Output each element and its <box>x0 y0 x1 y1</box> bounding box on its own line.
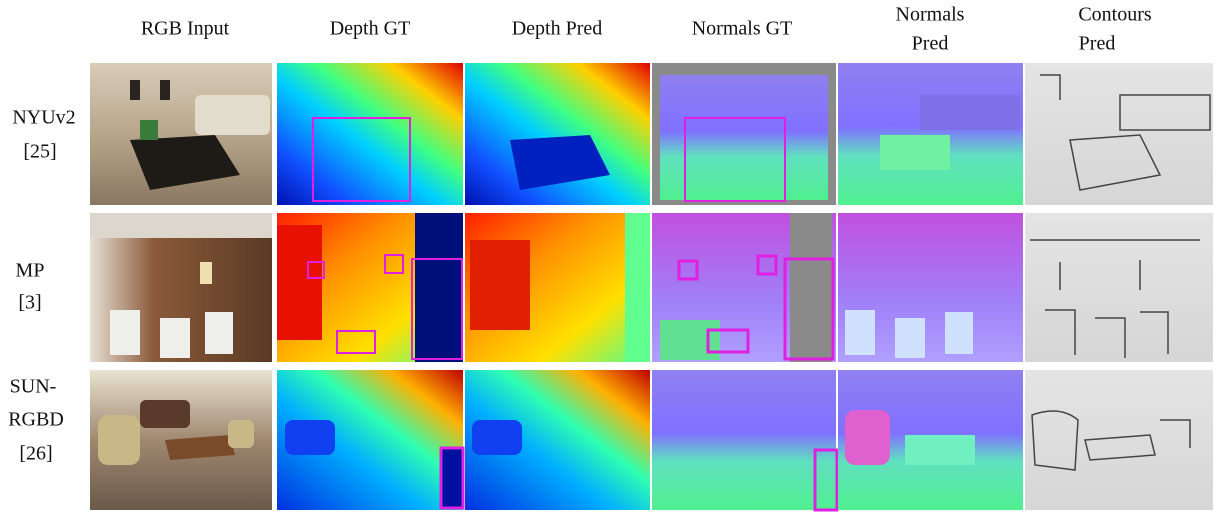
image-depth-pred <box>465 370 650 510</box>
row-label: [3] <box>18 292 41 314</box>
column-header: Contours <box>1078 4 1152 26</box>
image-depth-pred <box>465 213 650 362</box>
image-depth-gt <box>277 63 463 205</box>
image-depth-gt <box>277 213 463 362</box>
image-rgb <box>90 213 272 362</box>
image-depth-gt <box>277 370 465 510</box>
column-header: RGB Input <box>141 18 230 40</box>
row-label: [26] <box>19 443 52 465</box>
image-normals-gt <box>652 213 836 362</box>
row-label: [25] <box>23 141 56 163</box>
image-contours-pred <box>1025 213 1213 362</box>
column-header: Pred <box>1079 33 1116 55</box>
image-normals-pred <box>838 63 1023 205</box>
image-contours-pred <box>1025 370 1213 510</box>
image-depth-pred <box>465 63 650 205</box>
column-header: Normals <box>896 4 965 26</box>
row-label: SUN- <box>10 376 57 398</box>
image-contours-pred <box>1025 63 1213 205</box>
image-normals-gt <box>652 63 836 205</box>
column-header: Normals GT <box>692 18 793 40</box>
image-rgb <box>90 63 272 205</box>
column-header: Pred <box>912 33 949 55</box>
image-normals-gt <box>652 370 839 512</box>
row-label: MP <box>16 260 45 282</box>
image-rgb <box>90 370 272 510</box>
row-label: NYUv2 <box>12 107 75 129</box>
image-normals-pred <box>838 213 1023 362</box>
image-normals-pred <box>838 370 1023 510</box>
row-label: RGBD <box>8 409 64 431</box>
column-header: Depth Pred <box>512 18 603 40</box>
column-header: Depth GT <box>330 18 411 40</box>
